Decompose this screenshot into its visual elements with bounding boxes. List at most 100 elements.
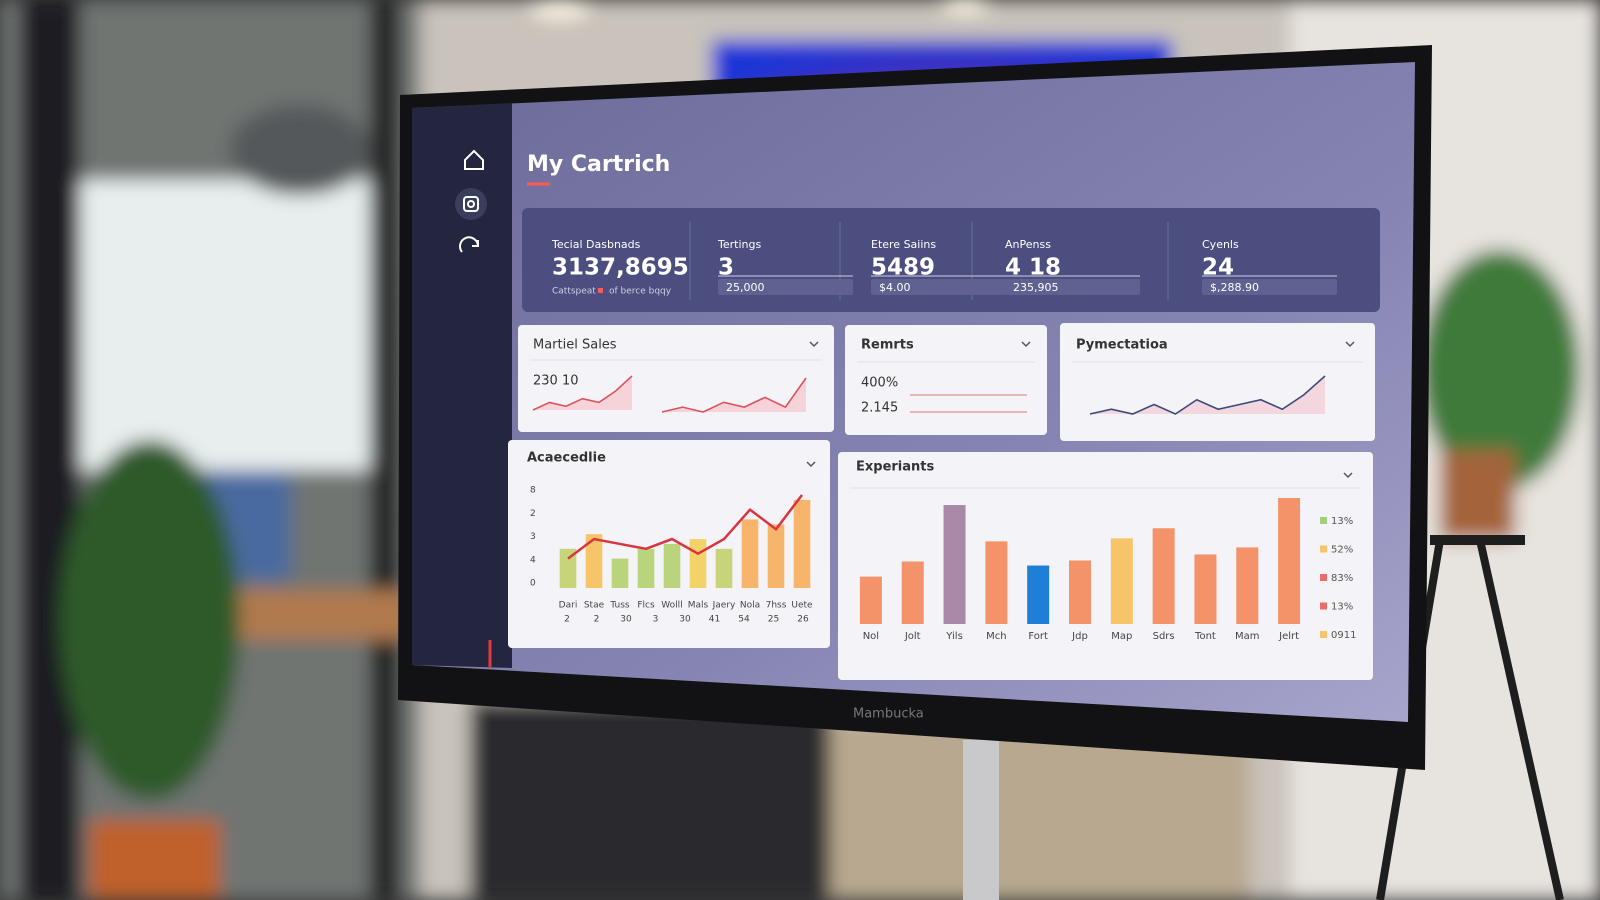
sidebar-icons [455, 149, 487, 253]
plant-stand-top [1430, 535, 1525, 545]
x-label: Mch [986, 631, 1006, 642]
kpi-value: 4 18 [1005, 255, 1061, 281]
x-sub-label: 3 [653, 615, 659, 625]
x-label: Map [1111, 631, 1132, 642]
sparkline [1089, 375, 1326, 415]
x-label: Flcs [637, 601, 655, 611]
bar [611, 558, 629, 588]
x-sub-label: 54 [738, 615, 750, 625]
sparkline [661, 377, 807, 413]
monitor-stand [963, 740, 999, 900]
x-label: Jaery [712, 601, 736, 611]
x-label: Mals [688, 601, 709, 611]
panel [845, 325, 1047, 435]
panel-figure: 230 10 [533, 374, 579, 389]
panel-title: Martiel Sales [533, 338, 617, 353]
kpi-dot [598, 288, 603, 293]
y-label: 8 [530, 486, 536, 496]
x-label: Jolt [904, 631, 921, 642]
legend-swatch [1320, 631, 1327, 638]
x-label: Uete [791, 601, 813, 611]
kpi-value: 24 [1202, 255, 1234, 281]
x-label: Dari [559, 601, 578, 611]
bar [741, 519, 759, 588]
bar [1278, 498, 1301, 624]
x-sub-label: 2 [594, 615, 600, 625]
bar [715, 548, 733, 588]
x-label: Jdp [1071, 631, 1088, 642]
x-label: Nola [740, 601, 760, 611]
active-icon-bg[interactable] [455, 188, 487, 220]
legend-label: 52% [1331, 545, 1353, 556]
chevron[interactable] [806, 461, 816, 468]
chevron[interactable] [1343, 472, 1353, 479]
bar [1194, 554, 1217, 624]
chevron[interactable] [1345, 341, 1355, 348]
x-sub-label: 26 [797, 615, 809, 625]
panel-title: Remrts [861, 338, 914, 353]
sidebar [412, 103, 512, 668]
chevron[interactable] [809, 341, 819, 348]
legend-label: 0911 [1331, 630, 1356, 641]
bar [1236, 547, 1259, 624]
legend-swatch [1320, 545, 1327, 553]
legend-swatch [1320, 517, 1327, 524]
kpi-note: of berce bqqy [609, 287, 672, 297]
bar [793, 499, 811, 588]
kpi-group: Tecial Dasbnads 3137,8695 Cattspeat of berc… [551, 222, 1337, 300]
panel-title: Pymectatioa [1076, 338, 1168, 353]
home-icon[interactable] [464, 149, 484, 170]
x-sub-label: 25 [768, 615, 779, 625]
refresh-icon[interactable] [459, 236, 479, 253]
kpi-label: Cyenls [1202, 238, 1239, 251]
bar [1110, 538, 1133, 624]
x-label: Stae [584, 601, 605, 611]
bar [943, 505, 966, 624]
x-sub-label: 30 [679, 615, 691, 625]
x-label: Tont [1194, 631, 1216, 642]
bar [663, 543, 681, 588]
x-label: Sdrs [1153, 631, 1175, 642]
chevrons [806, 341, 1355, 479]
brand-label: Mambucka [853, 707, 924, 722]
bar [585, 534, 603, 588]
kpi-note: 235,905 [1013, 281, 1059, 294]
panel-title: Acaecedlie [527, 451, 606, 466]
kpi-note: $4.00 [879, 281, 911, 294]
x-label: Jelrt [1278, 631, 1299, 642]
legend-label: 13% [1331, 516, 1353, 527]
kpi-note: 25,000 [726, 281, 765, 294]
x-sub-label: 30 [620, 615, 632, 625]
bar [859, 576, 882, 624]
box-icon[interactable] [463, 196, 479, 212]
kpi-note-box [1202, 279, 1337, 295]
kpi-label: Etere Saiins [871, 238, 936, 251]
bar [1027, 565, 1050, 624]
x-label: Tuss [609, 601, 630, 611]
x-label: Fort [1028, 631, 1048, 642]
charts: 8 2 3 4 0 Dari Stae Tuss Flcs Wolll Mals Jaery Nola 7… [530, 375, 1356, 642]
x-label: Wolll [661, 601, 682, 611]
bar [637, 548, 655, 588]
legend-label: 83% [1331, 573, 1353, 584]
y-label: 3 [530, 532, 536, 542]
bar [1152, 528, 1175, 624]
panel-row: 400% [861, 376, 898, 391]
kpi-note-box [871, 279, 1006, 295]
sparkline-area [662, 378, 806, 412]
kpi-note: $,288.90 [1210, 281, 1259, 294]
y-label: 0 [530, 579, 536, 589]
kpi-value: 3137,8695 [552, 255, 689, 281]
sparkline-area [533, 376, 632, 410]
y-label: 2 [530, 509, 536, 519]
x-label: Yils [945, 631, 963, 642]
bar [689, 539, 707, 588]
kpi-note: Cattspeat [552, 287, 596, 297]
kpi-label: AnPenss [1005, 238, 1051, 251]
kpi-note-box [718, 279, 853, 295]
bar [901, 561, 924, 624]
legend-label: 13% [1331, 602, 1353, 613]
x-label: Mam [1235, 631, 1260, 642]
chevron[interactable] [1021, 341, 1031, 348]
